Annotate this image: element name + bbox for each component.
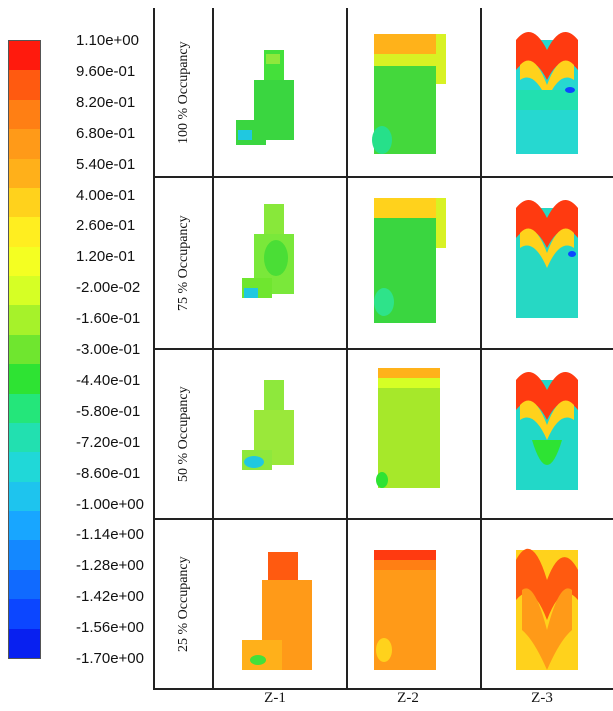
color-scale-label: 5.40e-01 [76, 155, 136, 173]
color-scale-band [9, 422, 40, 453]
color-scale-label: -1.00e+00 [76, 495, 144, 513]
color-scale-band [9, 511, 40, 541]
color-scale-band [9, 599, 40, 629]
row-label-100: 100 % Occupancy [176, 41, 191, 145]
row-label-50: 50 % Occupancy [176, 386, 191, 482]
color-scale-label: 8.20e-01 [76, 93, 136, 111]
column-label-z2: Z-2 [397, 690, 419, 706]
color-scale-label: -1.56e+00 [76, 619, 144, 637]
contour-z2-100 [372, 34, 446, 154]
grid-line [153, 688, 613, 690]
color-scale-labels: 1.10e+00 9.60e-01 8.20e-01 6.80e-01 5.40e-01… [76, 32, 152, 672]
color-scale-band [9, 364, 40, 394]
contour-z1-100 [236, 50, 294, 145]
color-scale-label: 4.00e-01 [76, 186, 136, 204]
contour-z3-100 [516, 32, 578, 154]
color-scale-label: -5.80e-01 [76, 402, 141, 420]
color-scale-band [9, 187, 40, 218]
color-scale-band [9, 569, 40, 600]
contour-z2-25 [374, 550, 436, 670]
contour-z2-75 [374, 198, 446, 323]
color-scale-band [9, 628, 40, 658]
color-scale-band [9, 99, 40, 130]
color-scale-label: -1.42e+00 [76, 588, 144, 606]
color-scale-label: -3.00e-01 [76, 341, 141, 358]
color-scale-band [9, 158, 40, 188]
grid-line [153, 176, 613, 178]
color-scale-label: -7.20e-01 [76, 433, 141, 451]
grid-line [153, 348, 613, 350]
color-scale-label: -1.60e-01 [76, 310, 141, 328]
color-scale-band [9, 540, 40, 570]
color-scale-band [9, 334, 40, 365]
color-scale-band [9, 393, 40, 423]
contour-z2-50 [376, 368, 440, 488]
color-scale-band [9, 481, 40, 511]
color-scale-label: -8.60e-01 [76, 464, 141, 482]
color-scale-label: -1.28e+00 [76, 557, 144, 575]
contour-z3-25 [516, 548, 578, 670]
column-label-z3: Z-3 [531, 690, 553, 706]
color-scale-label: -1.70e+00 [76, 650, 144, 667]
color-scale-band [9, 41, 40, 71]
color-scale-label: -4.40e-01 [76, 371, 141, 389]
color-scale-bar [8, 40, 41, 659]
contour-z3-50 [516, 372, 578, 490]
color-scale-band [9, 129, 40, 159]
contour-z1-75 [242, 204, 294, 298]
color-scale-label: 2.60e-01 [76, 217, 136, 235]
row-label-25: 25 % Occupancy [176, 556, 191, 652]
color-scale-band [9, 246, 40, 276]
color-scale-label: 1.10e+00 [76, 32, 139, 49]
color-scale-label: 1.20e-01 [76, 248, 136, 266]
contour-grid [153, 8, 613, 690]
contour-z3-75 [516, 200, 578, 318]
contour-z1-50 [242, 380, 294, 470]
color-scale-label: -2.00e-02 [76, 279, 141, 297]
column-label-z1: Z-1 [264, 690, 286, 706]
color-scale-band [9, 217, 40, 247]
grid-line [153, 518, 613, 520]
row-label-75: 75 % Occupancy [176, 215, 191, 311]
color-scale-band [9, 276, 40, 306]
color-scale-band [9, 452, 40, 482]
color-scale-band [9, 305, 40, 335]
color-scale-label: 9.60e-01 [76, 62, 136, 80]
contour-z1-25 [242, 552, 312, 670]
color-scale-label: 6.80e-01 [76, 124, 136, 142]
color-scale-band [9, 70, 40, 100]
color-scale-label: -1.14e+00 [76, 526, 144, 544]
